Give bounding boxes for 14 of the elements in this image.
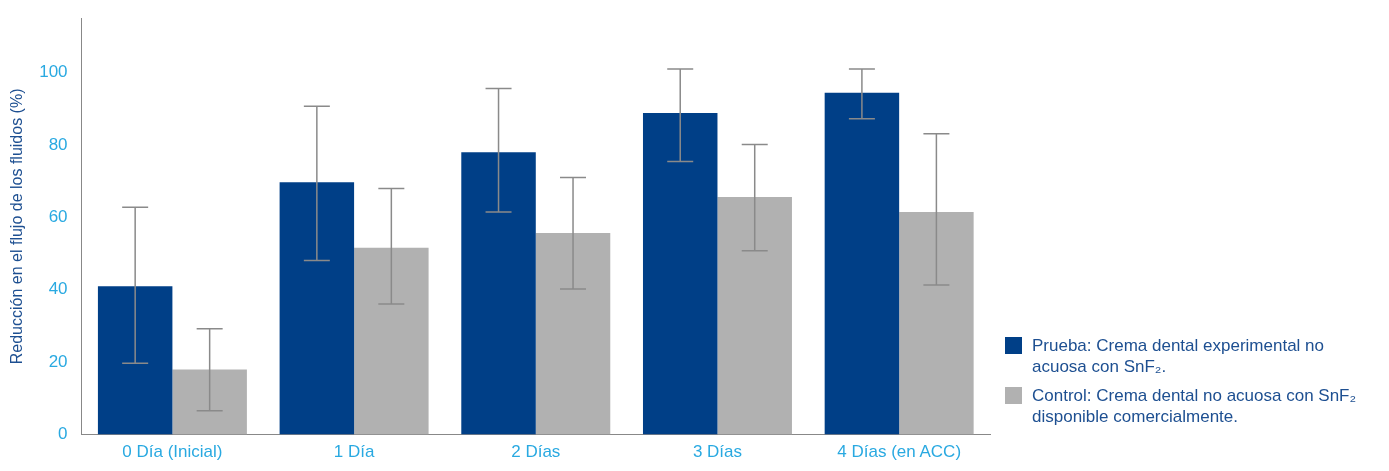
- y-axis-title: Reducción en el flujo de los fluidos (%): [8, 88, 26, 365]
- y-tick-label: 100: [39, 62, 68, 82]
- y-tick-label: 20: [48, 351, 68, 371]
- x-tick-label: 0 Día (Inicial): [122, 442, 223, 462]
- x-tick-label: 3 Días: [692, 442, 743, 462]
- x-tick-label: 1 Día: [333, 442, 375, 462]
- x-tick-label: 4 Días (en ACC): [837, 442, 962, 462]
- y-tick-label: 80: [48, 134, 68, 154]
- y-tick-label: 60: [48, 207, 68, 227]
- x-tick-label: 2 Días: [511, 442, 561, 462]
- y-tick-label: 0: [58, 424, 68, 444]
- legend-label: Prueba: Crema dental experimental no acuosa con SnF₂.: [1032, 334, 1325, 377]
- legend-label: Control: Crema dental no acuosa con SnF₂ disponible comercialmente.: [1032, 384, 1358, 427]
- y-tick-label: 40: [48, 279, 68, 299]
